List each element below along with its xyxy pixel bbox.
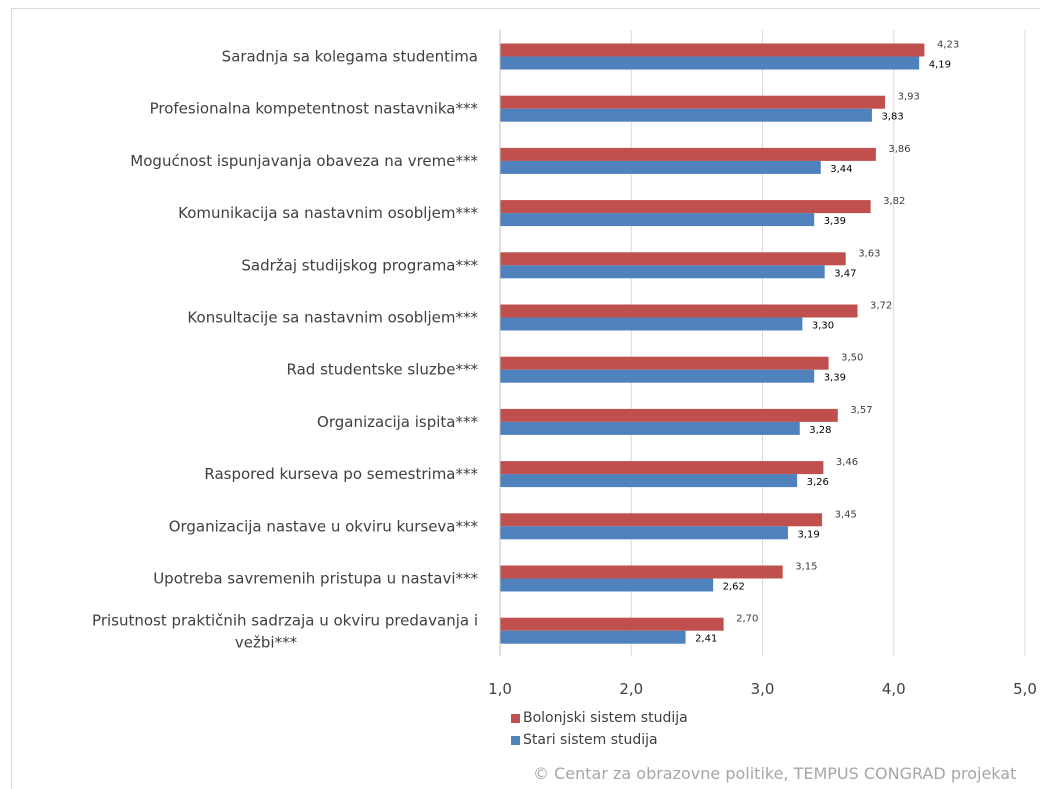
category-label: Komunikacija sa nastavnim osobljem***: [178, 204, 478, 222]
category-label: Raspored kurseva po semestrima***: [204, 465, 478, 483]
data-label-stari: 3,83: [881, 112, 903, 123]
bar-bolonjski: [500, 461, 824, 475]
category-label: Saradnja sa kolegama studentima: [222, 48, 478, 66]
chart-frame: [11, 8, 1040, 789]
data-label-bolonjski: 3,46: [836, 457, 858, 468]
bar-stari: [500, 317, 803, 331]
bar-stari: [500, 56, 920, 70]
data-label-stari: 3,26: [807, 477, 829, 488]
bar-stari: [500, 474, 798, 488]
x-tick-label: 4,0: [882, 680, 906, 698]
data-label-stari: 3,39: [824, 216, 846, 227]
bar-bolonjski: [500, 43, 925, 57]
bar-stari: [500, 369, 815, 383]
copyright-credit: © Centar za obrazovne politike, TEMPUS C…: [533, 764, 1017, 783]
category-label: Prisutnost praktičnih sadrzaja u okviru …: [92, 612, 478, 630]
legend-swatch-stari: [511, 735, 520, 745]
category-label: Konsultacije sa nastavnim osobljem***: [187, 309, 478, 327]
data-label-stari: 3,28: [809, 425, 831, 436]
data-label-bolonjski: 3,15: [795, 562, 817, 573]
data-label-stari: 2,62: [723, 582, 745, 593]
bar-stari: [500, 213, 815, 227]
data-label-bolonjski: 3,63: [858, 248, 880, 259]
bar-stari: [500, 526, 788, 540]
data-label-bolonjski: 3,45: [835, 509, 857, 520]
category-label: Rad studentske sluzbe***: [287, 361, 479, 379]
data-label-stari: 3,39: [824, 373, 846, 384]
data-label-stari: 3,44: [830, 164, 852, 175]
x-tick-label: 2,0: [619, 680, 643, 698]
bar-stari: [500, 421, 800, 435]
category-label: Mogućnost ispunjavanja obaveza na vreme*…: [130, 152, 478, 170]
legend-label-stari: Stari sistem studija: [523, 732, 658, 748]
bar-bolonjski: [500, 252, 846, 266]
legend: Bolonjski sistem studija Stari sistem st…: [511, 707, 688, 751]
bar-bolonjski: [500, 617, 724, 631]
data-label-stari: 3,30: [812, 321, 834, 332]
data-label-bolonjski: 3,57: [850, 405, 872, 416]
bar-bolonjski: [500, 408, 838, 422]
legend-label-bolonjski: Bolonjski sistem studija: [523, 710, 688, 726]
x-tick-label: 1,0: [488, 680, 512, 698]
bar-stari: [500, 578, 714, 592]
category-label: Organizacija nastave u okviru kurseva***: [169, 517, 479, 535]
data-label-stari: 3,47: [834, 268, 856, 279]
data-label-stari: 4,19: [929, 60, 951, 71]
data-label-bolonjski: 3,72: [870, 301, 892, 312]
data-label-stari: 3,19: [797, 529, 819, 540]
legend-swatch-bolonjski: [511, 713, 520, 723]
bar-stari: [500, 108, 872, 122]
category-label: Profesionalna kompetentnost nastavnika**…: [150, 100, 479, 118]
category-label: vežbi***: [235, 634, 298, 652]
category-label: Organizacija ispita***: [317, 413, 478, 431]
bar-bolonjski: [500, 513, 823, 527]
data-label-bolonjski: 3,86: [888, 144, 910, 155]
data-label-bolonjski: 2,70: [736, 614, 758, 625]
bar-bolonjski: [500, 95, 886, 109]
legend-item-bolonjski[interactable]: Bolonjski sistem studija: [511, 707, 688, 729]
x-tick-label: 5,0: [1013, 680, 1037, 698]
data-label-stari: 2,41: [695, 634, 717, 645]
category-label: Sadržaj studijskog programa***: [241, 256, 478, 274]
bar-bolonjski: [500, 147, 876, 161]
legend-item-stari[interactable]: Stari sistem studija: [511, 729, 688, 751]
bar-stari: [500, 265, 825, 279]
x-tick-label: 3,0: [751, 680, 775, 698]
bar-stari: [500, 630, 686, 644]
category-label: Upotreba savremenih pristupa u nastavi**…: [153, 570, 478, 588]
data-label-bolonjski: 3,82: [883, 196, 905, 207]
bar-bolonjski: [500, 356, 829, 370]
bar-bolonjski: [500, 200, 871, 214]
bar-stari: [500, 160, 821, 174]
data-label-bolonjski: 4,23: [937, 40, 959, 51]
bar-bolonjski: [500, 304, 858, 318]
data-label-bolonjski: 3,93: [898, 92, 920, 103]
data-label-bolonjski: 3,50: [841, 353, 863, 364]
bar-bolonjski: [500, 565, 783, 579]
